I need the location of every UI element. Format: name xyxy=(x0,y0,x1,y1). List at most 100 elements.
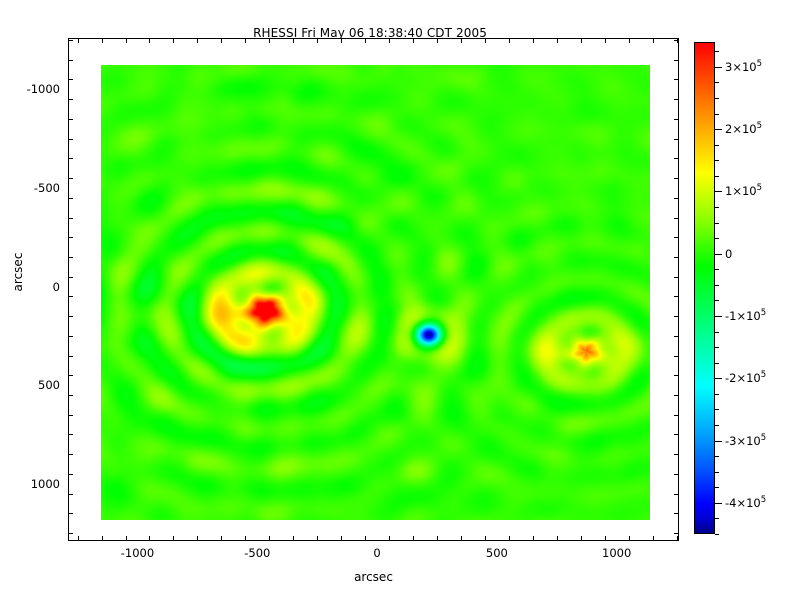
x-tick-top xyxy=(484,38,486,43)
colorbar-tick xyxy=(715,66,722,68)
y-tick-right xyxy=(674,513,679,515)
x-tick-bottom xyxy=(365,536,367,541)
x-tick-top xyxy=(652,38,654,43)
colorbar-tick xyxy=(715,534,719,535)
colorbar-tick xyxy=(715,160,719,162)
y-tick-left xyxy=(68,493,73,495)
colorbar-tick xyxy=(715,284,719,286)
y-tick-left xyxy=(68,79,73,81)
y-axis-title: arcsec xyxy=(11,252,25,292)
colorbar-tick xyxy=(715,129,722,131)
x-tick-bottom xyxy=(460,536,462,541)
y-tick-left xyxy=(68,434,73,436)
y-tick-right xyxy=(674,237,679,239)
colorbar-tick xyxy=(715,82,719,84)
y-tick-right xyxy=(674,335,679,337)
x-tick-bottom xyxy=(173,536,175,541)
x-tick-bottom xyxy=(628,536,630,541)
y-tick-left xyxy=(68,473,73,475)
rhessi-image-heatmap xyxy=(101,65,650,520)
x-tick-bottom xyxy=(221,536,223,541)
colorbar-tick xyxy=(715,456,719,458)
x-tick-label: 500 xyxy=(485,546,508,560)
x-tick-bottom xyxy=(436,536,438,541)
y-tick-left xyxy=(68,99,73,101)
x-tick-top xyxy=(101,38,103,43)
x-tick-top xyxy=(317,38,319,43)
y-tick-left xyxy=(68,533,73,535)
x-tick-label: -500 xyxy=(244,546,271,560)
y-tick-left xyxy=(68,138,73,140)
colorbar-tick-label: 0 xyxy=(725,246,733,261)
y-tick-right xyxy=(674,414,679,416)
x-tick-bottom xyxy=(604,536,606,541)
y-tick-left xyxy=(68,296,73,298)
y-tick-right xyxy=(674,454,679,456)
x-tick-top xyxy=(77,38,79,43)
y-tick-label: 500 xyxy=(38,378,60,393)
y-tick-right xyxy=(674,316,679,318)
x-tick-bottom xyxy=(77,536,79,541)
colorbar-tick xyxy=(715,300,719,302)
colorbar xyxy=(694,42,715,534)
x-axis-title: arcsec xyxy=(354,570,393,584)
y-tick-right xyxy=(674,39,679,41)
y-tick-left xyxy=(68,59,73,61)
y-tick-right xyxy=(674,375,679,377)
x-tick-top xyxy=(413,38,415,43)
y-tick-right xyxy=(674,178,679,180)
y-tick-left xyxy=(68,217,73,219)
x-tick-bottom xyxy=(341,536,343,541)
page-title: RHESSI Fri May 06 18:38:40 CDT 2005 xyxy=(253,26,487,40)
y-tick-label: -1000 xyxy=(26,82,60,97)
y-tick-right xyxy=(674,434,679,436)
y-tick-left xyxy=(68,197,73,199)
x-tick-top xyxy=(604,38,606,43)
x-tick-top xyxy=(556,38,558,43)
x-tick-label: 1000 xyxy=(602,546,632,560)
y-tick-right xyxy=(674,59,679,61)
y-tick-right xyxy=(674,79,679,81)
x-tick-top xyxy=(365,38,367,43)
y-tick-right xyxy=(674,217,679,219)
x-tick-bottom xyxy=(317,536,319,541)
y-tick-right xyxy=(674,276,679,278)
colorbar-tick xyxy=(715,331,719,333)
colorbar-tick xyxy=(715,409,719,411)
y-tick-left xyxy=(68,178,73,180)
x-tick-bottom xyxy=(149,536,151,541)
colorbar-tick xyxy=(715,316,722,318)
colorbar-tick xyxy=(715,393,719,395)
colorbar-tick xyxy=(715,222,719,224)
y-tick-right xyxy=(674,473,679,475)
y-tick-left xyxy=(68,158,73,160)
x-tick-top xyxy=(341,38,343,43)
y-tick-label: -500 xyxy=(33,180,60,195)
colorbar-tick xyxy=(715,113,719,115)
x-tick-bottom xyxy=(293,536,295,541)
y-tick-left xyxy=(68,395,73,397)
colorbar-tick xyxy=(715,440,722,442)
y-tick-right xyxy=(674,197,679,199)
x-tick-bottom xyxy=(269,536,271,541)
colorbar-tick xyxy=(715,175,719,177)
x-tick-label: 0 xyxy=(373,546,381,560)
colorbar-tick xyxy=(715,362,719,364)
x-tick-bottom xyxy=(245,536,247,541)
colorbar-tick-label: 2×105 xyxy=(725,121,763,137)
x-tick-top xyxy=(149,38,151,43)
x-tick-bottom xyxy=(652,536,654,541)
y-tick-left xyxy=(68,118,73,120)
x-tick-bottom xyxy=(508,536,510,541)
colorbar-tick xyxy=(715,98,719,100)
y-tick-right xyxy=(674,138,679,140)
x-tick-bottom xyxy=(580,536,582,541)
y-tick-label: 1000 xyxy=(30,476,60,491)
x-tick-top xyxy=(245,38,247,43)
x-tick-bottom xyxy=(676,536,678,541)
x-tick-label: -1000 xyxy=(120,546,155,560)
y-tick-left xyxy=(68,39,73,41)
y-tick-label: 0 xyxy=(52,279,60,294)
x-tick-top xyxy=(173,38,175,43)
colorbar-tick xyxy=(715,191,722,193)
